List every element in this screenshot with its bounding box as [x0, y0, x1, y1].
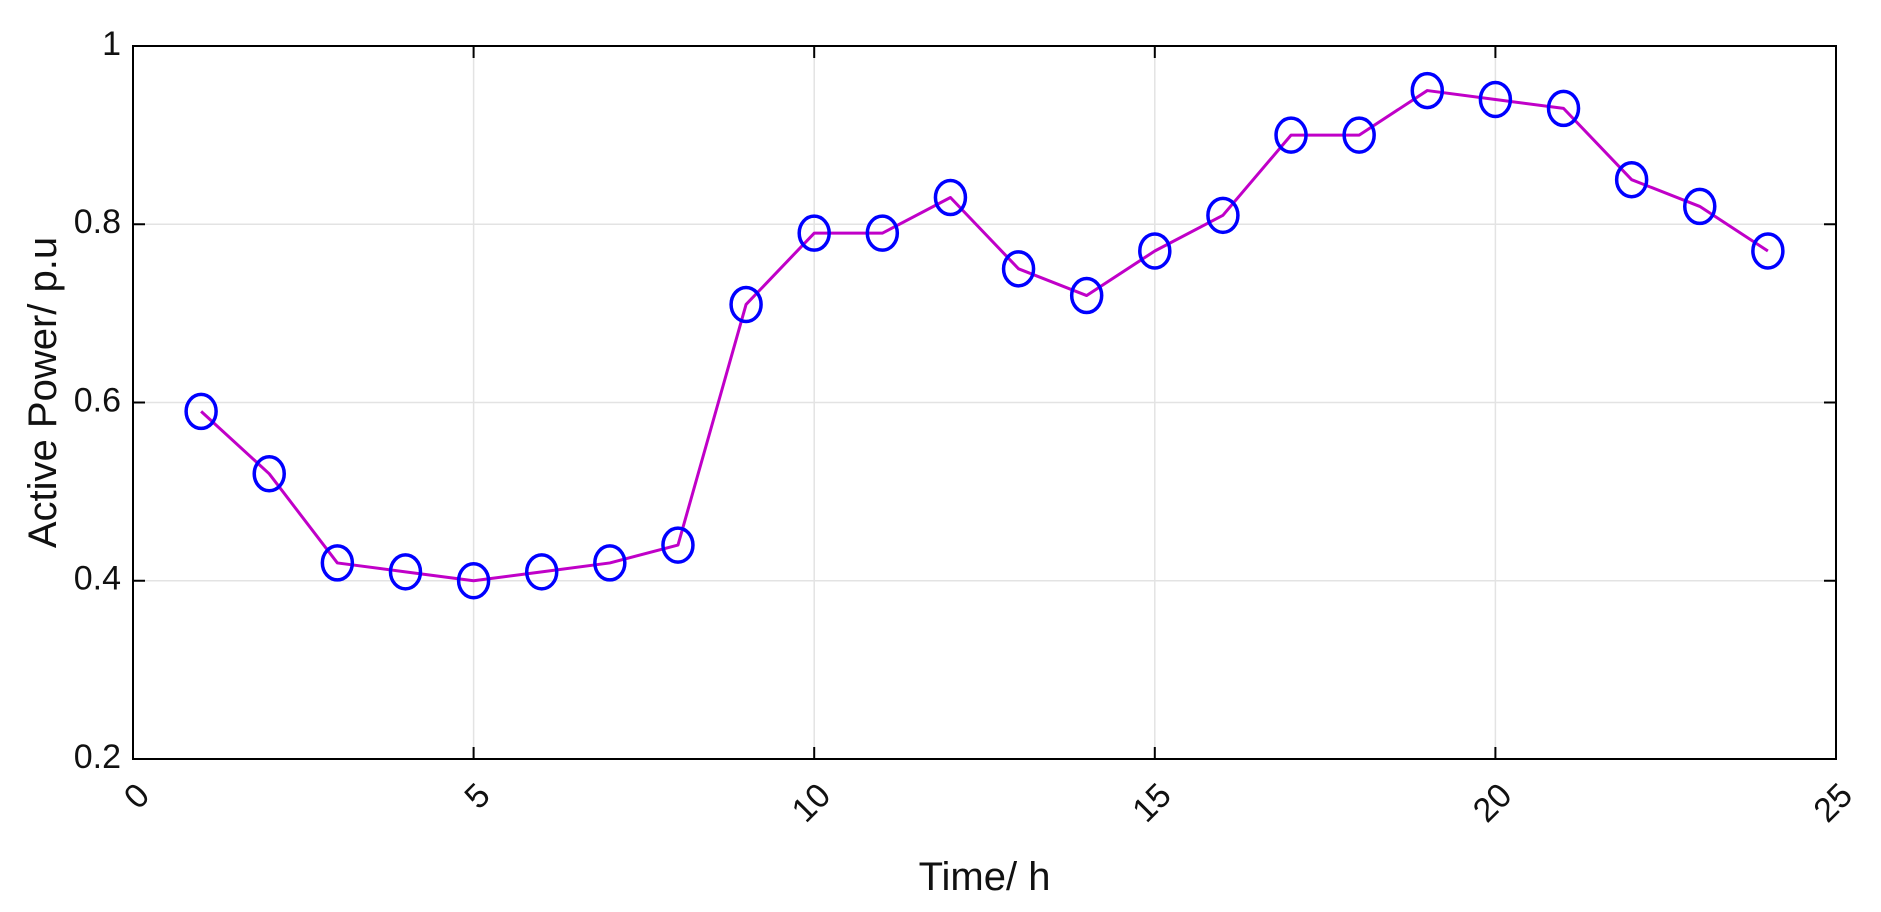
data-point-marker	[729, 285, 763, 324]
y-tick-label: 1	[102, 25, 121, 63]
data-point-marker	[593, 544, 627, 582]
x-axis-title: Time/ h	[919, 855, 1051, 899]
data-point-marker	[1614, 160, 1649, 199]
data-point-marker	[933, 178, 968, 217]
data-point-marker	[1069, 276, 1104, 315]
data-point-marker	[1342, 116, 1376, 154]
data-point-marker	[1751, 232, 1785, 270]
data-point-marker	[456, 562, 491, 600]
series-group	[184, 71, 1785, 600]
y-tick-label: 0.6	[74, 381, 121, 419]
data-point-marker	[184, 392, 218, 431]
data-point-marker	[865, 214, 900, 252]
data-point-marker	[524, 553, 559, 591]
data-point-marker	[1138, 232, 1172, 270]
data-point-marker	[1274, 116, 1308, 154]
data-point-marker	[252, 455, 286, 493]
data-point-marker	[320, 544, 355, 582]
data-point-marker	[388, 553, 423, 591]
y-tick-label: 0.4	[74, 560, 121, 598]
data-point-marker	[1546, 89, 1581, 128]
data-point-marker	[1410, 71, 1445, 110]
y-axis-title: Active Power/ p.u	[21, 237, 65, 548]
series-line	[200, 89, 1769, 583]
data-point-marker	[1478, 80, 1513, 119]
data-point-marker	[1001, 250, 1036, 288]
data-point-marker	[797, 214, 831, 252]
y-tick-label: 0.8	[74, 203, 121, 241]
data-point-marker	[1206, 196, 1240, 235]
data-point-marker	[1683, 187, 1717, 226]
y-tick-label: 0.2	[74, 738, 121, 776]
data-point-marker	[661, 526, 695, 564]
